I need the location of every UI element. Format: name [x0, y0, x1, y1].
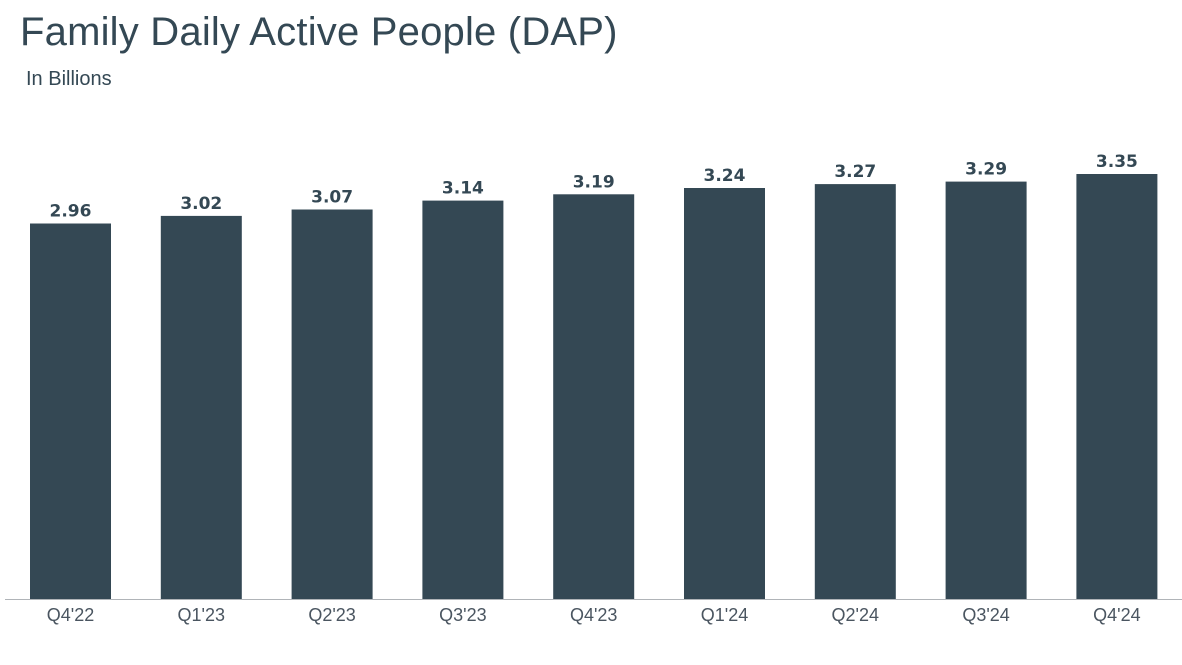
bar-4: [553, 194, 635, 600]
x-tick-labels-group: Q4'22 Q1'23 Q2'23 Q3'23 Q4'23 Q1'24 Q2'24 Q3'24…: [47, 605, 1141, 625]
value-label-8: 3.35: [1096, 152, 1138, 172]
bar-6: [814, 184, 896, 599]
value-label-4: 3.19: [573, 172, 615, 192]
value-label-1: 3.02: [180, 194, 222, 214]
value-label-7: 3.29: [965, 160, 1007, 180]
chart-title: Family Daily Active People (DAP): [20, 10, 618, 54]
bar-3: [422, 200, 504, 599]
value-label-6: 3.27: [834, 162, 876, 182]
value-label-5: 3.24: [704, 166, 746, 186]
bar-0: [30, 223, 111, 599]
x-tick-label-4: Q4'23: [570, 605, 617, 625]
x-tick-label-0: Q4'22: [47, 605, 94, 625]
chart-subtitle: In Billions: [26, 68, 112, 90]
value-label-3: 3.14: [442, 179, 484, 199]
bar-5: [684, 188, 765, 599]
bar-1: [160, 215, 242, 599]
bar-7: [945, 181, 1027, 599]
x-tick-label-7: Q3'24: [962, 605, 1009, 625]
x-tick-label-8: Q4'24: [1093, 605, 1140, 625]
x-tick-label-1: Q1'23: [178, 605, 225, 625]
value-labels-group: 2.96 3.02 3.07 3.14 3.19 3.24 3.27 3.29 3.35: [50, 152, 1138, 222]
x-tick-label-5: Q1'24: [701, 605, 748, 625]
x-tick-label-2: Q2'23: [308, 605, 355, 625]
value-label-0: 2.96: [50, 202, 92, 222]
bar-8: [1076, 174, 1158, 599]
value-label-2: 3.07: [311, 188, 353, 208]
x-tick-label-6: Q2'24: [832, 605, 879, 625]
bars-group: [30, 174, 1158, 600]
bar-2: [291, 209, 373, 599]
x-tick-label-3: Q3'23: [439, 605, 486, 625]
